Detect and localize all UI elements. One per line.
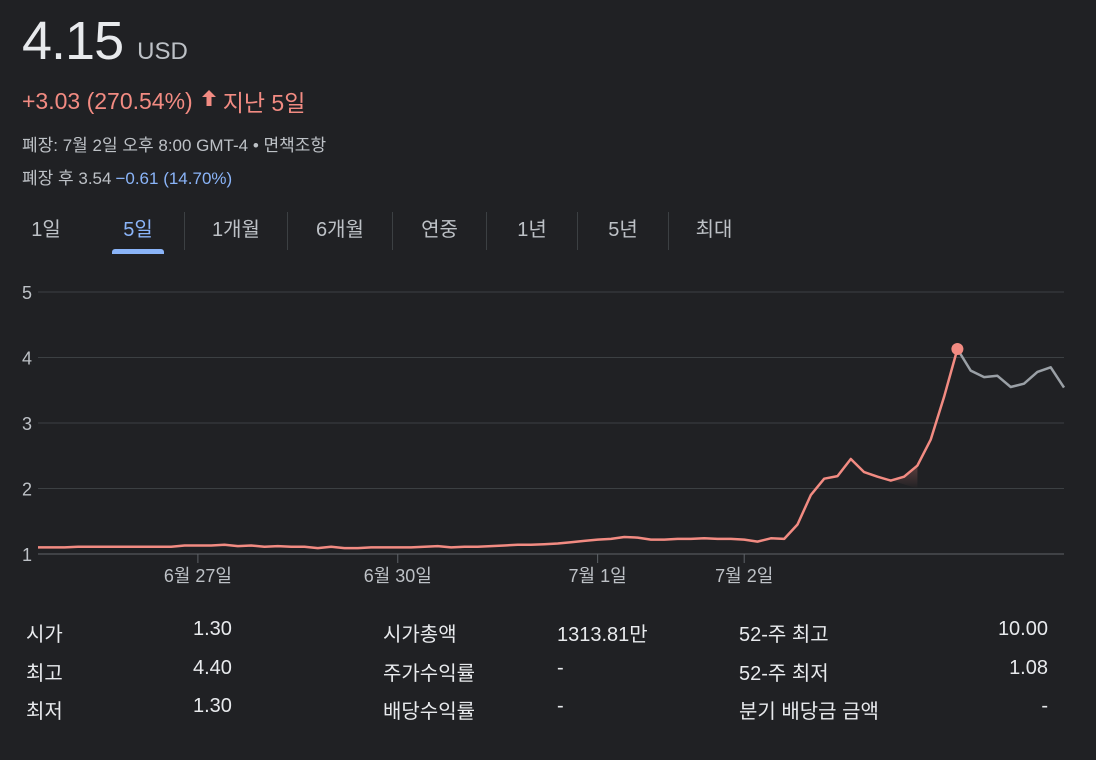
series-line: [38, 348, 959, 550]
tab-1m[interactable]: 1개월: [212, 219, 260, 241]
current-price: 4.15: [22, 11, 124, 71]
stat-label: 최고: [26, 663, 63, 685]
y-tick-label: 1: [22, 545, 32, 565]
change-period: 지난 5일: [222, 90, 306, 116]
stat-value: -: [1041, 695, 1048, 717]
change-value: +3.03 (270.54%): [22, 87, 193, 114]
tab-max[interactable]: 최대: [695, 219, 733, 241]
after-hours-change: −0.61 (14.70%): [115, 169, 233, 188]
x-tick-label: 7월 1일: [569, 566, 627, 586]
y-tick-label: 2: [22, 480, 32, 500]
stat-label: 최저: [26, 701, 63, 723]
range-tabs: 1일 5일 1개월 6개월 연중 1년 5년 최대: [0, 208, 759, 256]
after-hours-line: [956, 348, 1066, 389]
stat-value: 1.30: [193, 695, 232, 717]
price-change: +3.03 (270.54%) 지난 5일: [22, 84, 305, 118]
stat-label: 시가: [26, 624, 63, 646]
tab-divider: [668, 212, 669, 250]
stat-label: 배당수익률: [383, 701, 475, 723]
tab-divider: [184, 212, 185, 250]
arrow-up-icon: [201, 89, 217, 113]
highlight-point: [951, 342, 964, 355]
tab-6m[interactable]: 6개월: [316, 219, 364, 241]
tab-ytd[interactable]: 연중: [421, 219, 458, 241]
y-tick-label: 4: [22, 349, 32, 369]
stat-value: 1.30: [193, 618, 232, 640]
stat-value: 10.00: [997, 618, 1048, 640]
x-tick-label: 7월 2일: [715, 566, 773, 586]
tab-5d[interactable]: 5일: [92, 208, 184, 252]
stat-value: -: [557, 657, 564, 679]
stat-value: -: [557, 695, 564, 717]
tab-divider: [577, 212, 578, 250]
tab-divider: [287, 212, 288, 250]
stat-label: 52-주 최저: [739, 663, 829, 685]
currency-label: USD: [137, 38, 188, 65]
stats-row: 시가 1.30 시가총액 1313.81만 52-주 최고 10.00: [0, 618, 1096, 648]
tab-1y[interactable]: 1년: [517, 219, 547, 241]
price-chart[interactable]: 1 2 3 4 5 6월 27일 6월 30일 7월 1일 7월 2일: [0, 270, 1096, 600]
x-tick-label: 6월 30일: [364, 566, 432, 586]
tab-1d[interactable]: 1일: [31, 219, 61, 241]
tab-divider: [392, 212, 393, 250]
stat-label: 분기 배당금 금액: [739, 701, 879, 723]
tab-5y[interactable]: 5년: [608, 219, 638, 241]
stat-value: 4.40: [193, 657, 232, 679]
stat-value: 1313.81만: [557, 624, 648, 646]
stat-label: 시가총액: [383, 624, 457, 646]
stat-value: 1.08: [1009, 657, 1048, 679]
x-tick-label: 6월 27일: [164, 566, 232, 586]
y-tick-label: 3: [22, 414, 32, 434]
stats-row: 최고 4.40 주가수익률 - 52-주 최저 1.08: [0, 657, 1096, 687]
tab-divider: [486, 212, 487, 250]
after-hours-info: 폐장 후 3.54 −0.61 (14.70%): [22, 164, 232, 189]
close-info: 폐장: 7월 2일 오후 8:00 GMT-4 • 면책조항: [22, 136, 327, 155]
highlight-area: [864, 465, 918, 489]
stat-label: 주가수익률: [383, 663, 475, 685]
stat-label: 52-주 최고: [739, 624, 829, 646]
stats-row: 최저 1.30 배당수익률 - 분기 배당금 금액 -: [0, 695, 1096, 725]
y-tick-label: 5: [22, 283, 32, 303]
after-hours-price: 폐장 후 3.54: [22, 169, 112, 188]
price-header: 4.15 USD: [22, 10, 188, 72]
